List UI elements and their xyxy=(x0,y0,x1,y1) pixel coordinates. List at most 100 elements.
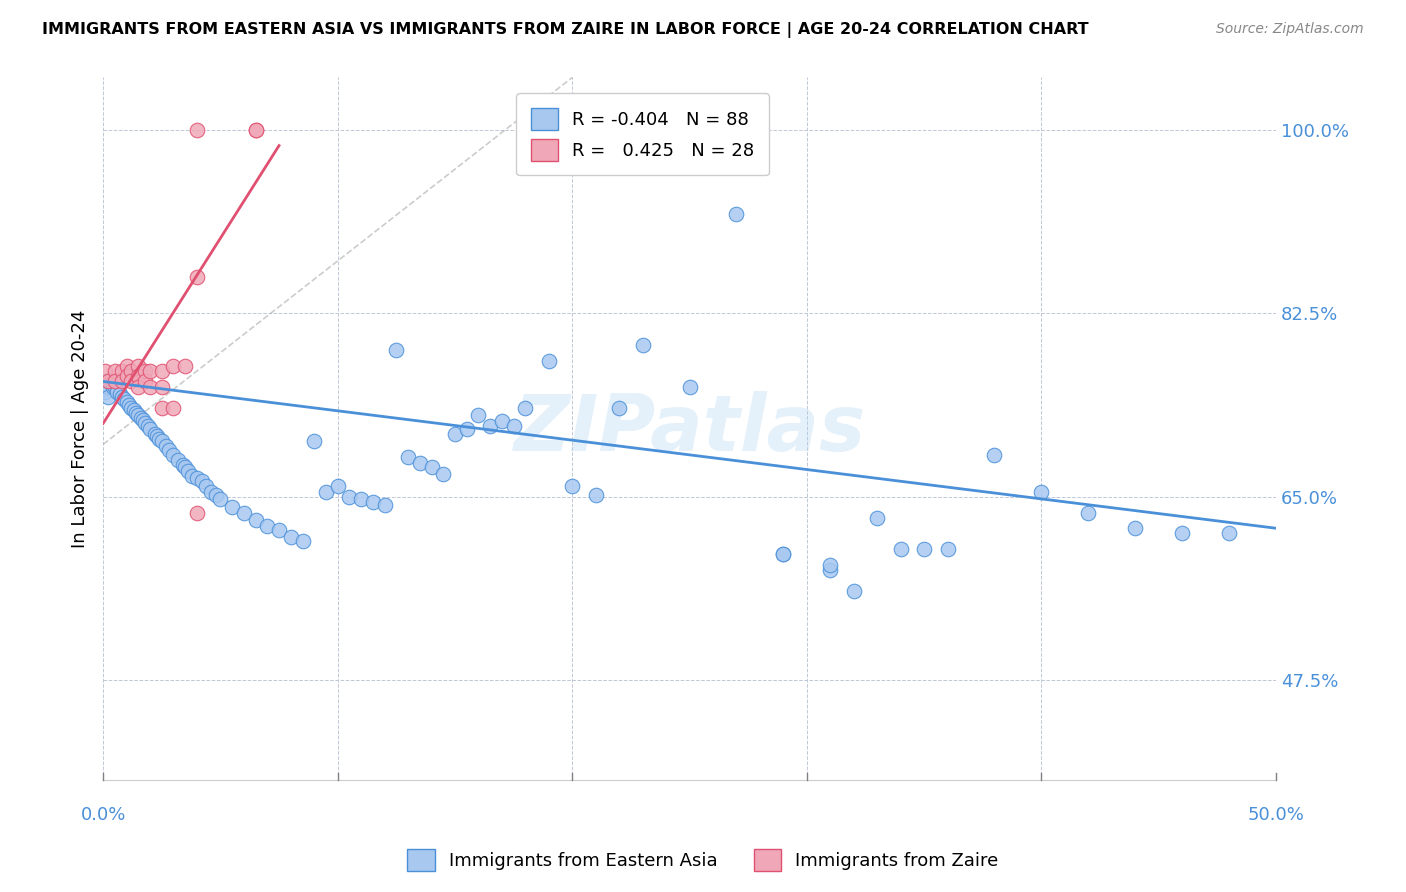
Point xyxy=(94,384,117,399)
Point xyxy=(150,380,173,394)
Point xyxy=(120,401,142,415)
Point xyxy=(176,464,198,478)
Point xyxy=(155,440,177,454)
Point xyxy=(157,442,180,457)
Point xyxy=(267,524,290,538)
Point xyxy=(678,380,700,394)
Point xyxy=(396,450,419,464)
Point xyxy=(111,364,134,378)
Point xyxy=(820,563,842,577)
Text: 50.0%: 50.0% xyxy=(1247,806,1305,824)
Point xyxy=(148,432,170,446)
Point xyxy=(186,123,208,137)
Point xyxy=(134,364,156,378)
Point xyxy=(181,468,204,483)
Point xyxy=(209,491,232,506)
Point xyxy=(374,498,396,512)
Point xyxy=(162,448,184,462)
Point xyxy=(120,364,142,378)
Point xyxy=(537,353,560,368)
Point xyxy=(444,426,467,441)
Point xyxy=(101,380,124,394)
Point xyxy=(936,542,959,557)
Point xyxy=(432,467,454,481)
Point xyxy=(200,484,222,499)
Point xyxy=(127,359,149,373)
Text: IMMIGRANTS FROM EASTERN ASIA VS IMMIGRANTS FROM ZAIRE IN LABOR FORCE | AGE 20-24: IMMIGRANTS FROM EASTERN ASIA VS IMMIGRAN… xyxy=(42,22,1088,38)
Point xyxy=(162,359,184,373)
Point xyxy=(820,558,842,572)
Point xyxy=(585,488,607,502)
Point xyxy=(186,471,208,485)
Point xyxy=(150,401,173,415)
Point xyxy=(291,533,314,548)
Point xyxy=(983,448,1005,462)
Point xyxy=(97,380,120,394)
Point xyxy=(127,369,149,384)
Point xyxy=(174,359,197,373)
Point xyxy=(725,207,748,221)
Point xyxy=(111,390,134,404)
Text: Source: ZipAtlas.com: Source: ZipAtlas.com xyxy=(1216,22,1364,37)
Point xyxy=(98,375,121,389)
Point xyxy=(172,458,194,473)
Point xyxy=(115,395,138,409)
Point xyxy=(167,453,190,467)
Point xyxy=(1077,506,1099,520)
Point xyxy=(339,490,361,504)
Point xyxy=(97,375,120,389)
Point xyxy=(195,479,218,493)
Point xyxy=(139,422,162,436)
Point xyxy=(502,418,524,433)
Point xyxy=(127,380,149,394)
Point xyxy=(409,456,432,470)
Point xyxy=(280,530,302,544)
Point xyxy=(245,123,267,137)
Point xyxy=(105,384,128,399)
Point xyxy=(150,364,173,378)
Point xyxy=(842,584,865,599)
Point xyxy=(890,542,912,557)
Point xyxy=(467,408,489,422)
Point xyxy=(146,429,169,443)
Point xyxy=(256,519,278,533)
Point xyxy=(302,434,325,449)
Point xyxy=(125,406,148,420)
Point xyxy=(104,375,127,389)
Point xyxy=(245,123,267,137)
Point xyxy=(1123,521,1146,535)
Point xyxy=(772,548,794,562)
Point xyxy=(118,398,141,412)
Point xyxy=(315,484,337,499)
Point xyxy=(132,413,155,427)
Point xyxy=(866,510,889,524)
Point xyxy=(150,434,173,449)
Point xyxy=(772,548,794,562)
Point xyxy=(111,375,134,389)
Point xyxy=(104,380,127,394)
Point xyxy=(139,380,162,394)
Point xyxy=(607,401,630,415)
Legend: Immigrants from Eastern Asia, Immigrants from Zaire: Immigrants from Eastern Asia, Immigrants… xyxy=(401,842,1005,879)
Point xyxy=(134,375,156,389)
Point xyxy=(204,488,226,502)
Point xyxy=(122,402,145,417)
Point xyxy=(162,401,184,415)
Point xyxy=(186,506,208,520)
Point xyxy=(912,542,935,557)
Point xyxy=(127,408,149,422)
Point xyxy=(129,411,152,425)
Point xyxy=(136,418,159,433)
Point xyxy=(1031,484,1053,499)
Point xyxy=(120,375,142,389)
Point xyxy=(385,343,408,357)
Point xyxy=(108,387,131,401)
Point xyxy=(104,364,127,378)
Point xyxy=(515,401,537,415)
Point xyxy=(491,414,513,428)
Point xyxy=(420,460,443,475)
Point xyxy=(326,479,349,493)
Point xyxy=(97,390,120,404)
Point xyxy=(245,513,267,527)
Point xyxy=(115,359,138,373)
